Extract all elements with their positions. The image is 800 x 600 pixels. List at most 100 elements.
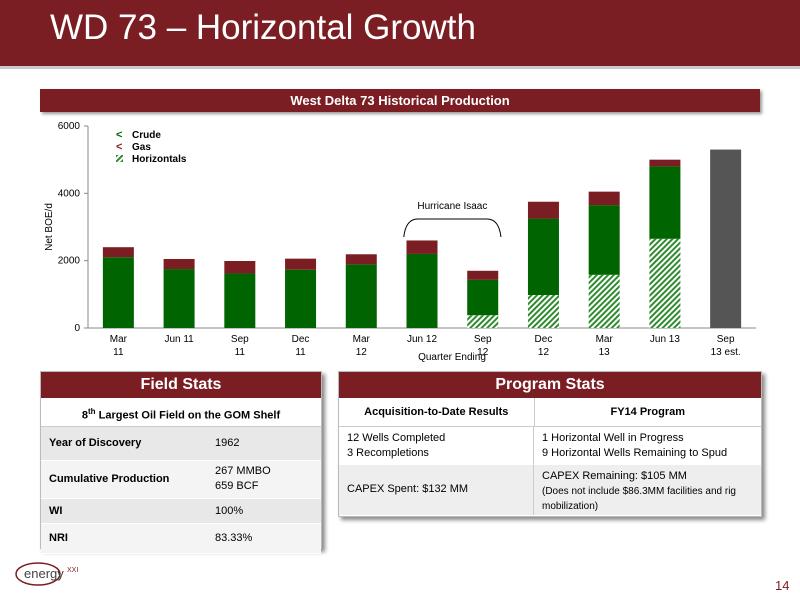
bar-gas — [224, 261, 256, 274]
table-cell: 1 Horizontal Well in Progress 9 Horizont… — [534, 427, 761, 465]
bar-gas — [163, 258, 195, 270]
bar-crude — [527, 218, 559, 296]
cell-line: 12 Wells Completed — [347, 432, 446, 444]
x-tick-label: 12 — [477, 347, 489, 358]
table-row: WI 100% — [41, 498, 321, 524]
cell-line: 9 Horizontal Wells Remaining to Spud — [542, 447, 728, 459]
stat-value: 267 MMBO 659 BCF — [207, 460, 321, 499]
subtitle-suffix: th — [87, 407, 96, 416]
bar-crude — [345, 264, 377, 328]
table-cell: 12 Wells Completed 3 Recompletions — [339, 427, 534, 465]
x-tick-label: Mar — [596, 334, 614, 345]
title-bar: WD 73 – Horizontal Growth — [0, 0, 800, 69]
bar-gas — [649, 159, 681, 167]
bar-crude — [406, 253, 438, 328]
bar-crude — [285, 269, 317, 328]
stat-value: 83.33% — [207, 523, 321, 554]
y-tick-label: 4000 — [58, 188, 81, 199]
cell-line: CAPEX Remaining: $105 MM — [542, 470, 687, 482]
bar-gas — [588, 191, 620, 206]
x-tick-label: 11 — [235, 347, 246, 358]
x-tick-label: Dec — [292, 334, 310, 345]
page-title: WD 73 – Horizontal Growth — [50, 8, 476, 47]
bar-crude — [163, 269, 195, 328]
cell-line: 3 Recompletions — [347, 447, 429, 459]
program-stats-card: Program Stats Acquisition-to-Date Result… — [338, 371, 762, 517]
stat-label: WI — [41, 498, 207, 524]
bar-gas — [527, 201, 559, 219]
stat-label: NRI — [41, 523, 207, 554]
program-stats-columns: Acquisition-to-Date Results FY14 Program — [339, 398, 761, 427]
x-tick-label: Jun 12 — [407, 334, 437, 345]
bar-crude — [224, 273, 256, 328]
production-chart: 0 2000 4000 6000 Net BOE/d Mar 11 Jun 11 Sep 11 D… — [44, 121, 756, 362]
cell-line: 1 Horizontal Well in Progress — [542, 432, 684, 444]
bar-horizontals — [649, 238, 681, 328]
legend-swatch: < — [116, 141, 122, 153]
field-stats-table: Year of Discovery 1962 Cumulative Produc… — [41, 427, 321, 554]
x-tick-label: Sep — [231, 334, 249, 345]
energy-xxi-logo: energy XXI — [15, 562, 78, 586]
table-row: NRI 83.33% — [41, 523, 321, 554]
stat-value-line1: 267 MMBO — [215, 465, 271, 477]
bar-horizontals — [588, 274, 620, 328]
column-header: FY14 Program — [610, 406, 686, 418]
annotation-label: Hurricane Isaac — [417, 201, 487, 212]
stat-value: 100% — [207, 498, 321, 524]
x-tick-label: Jun 11 — [164, 334, 194, 345]
legend-label: Gas — [132, 142, 151, 153]
x-tick-label: Sep — [474, 334, 492, 345]
subtitle-number: 8 — [81, 409, 88, 422]
page-number: 14 — [775, 578, 790, 593]
x-tick-label: 13 — [599, 347, 611, 358]
table-cell: CAPEX Spent: $132 MM — [339, 465, 534, 515]
bar-crude — [467, 279, 499, 316]
chart-header: West Delta 73 Historical Production — [40, 89, 760, 112]
bar-crude — [588, 205, 620, 275]
svg-text:XXI: XXI — [67, 567, 78, 574]
bar-gas — [467, 270, 499, 280]
x-axis-title: Quarter Ending — [418, 352, 486, 362]
x-tick-label: Jun 13 — [650, 334, 680, 345]
legend-swatch — [116, 155, 123, 162]
bar-crude — [649, 166, 681, 239]
x-tick-label: 11 — [295, 347, 306, 358]
table-row: Year of Discovery 1962 — [41, 427, 321, 461]
x-tick-label: 11 — [113, 347, 124, 358]
bar-horizontals — [527, 295, 559, 328]
x-tick-label: Dec — [535, 334, 553, 345]
bar-gas — [406, 240, 438, 254]
field-stats-subtitle: 8th Largest Oil Field on the GOM Shelf — [41, 398, 321, 427]
bar-gas — [345, 254, 377, 265]
cell-note: (Does not include $86.3MM facilities and… — [542, 486, 736, 512]
bar-crude — [102, 257, 134, 328]
svg-text:energy: energy — [24, 566, 64, 581]
y-tick-label: 6000 — [58, 121, 81, 132]
annotation-bracket — [403, 218, 502, 238]
subtitle-text: Largest Oil Field on the GOM Shelf — [95, 409, 281, 422]
x-tick-label: Mar — [353, 334, 371, 345]
x-tick-label: 12 — [356, 347, 368, 358]
y-tick-label: 2000 — [58, 256, 81, 267]
table-row: CAPEX Spent: $132 MM CAPEX Remaining: $1… — [339, 465, 761, 515]
program-stats-title: Program Stats — [339, 372, 761, 398]
legend-swatch: < — [116, 129, 122, 141]
bar-gas — [285, 258, 317, 270]
column-header: Acquisition-to-Date Results — [339, 398, 535, 426]
x-tick-label: Sep — [717, 334, 735, 345]
stat-value-line2: 659 BCF — [215, 480, 259, 492]
table-row: Cumulative Production 267 MMBO 659 BCF — [41, 460, 321, 499]
y-tick-label: 0 — [74, 323, 80, 334]
x-tick-label: Mar — [110, 334, 128, 345]
x-tick-label: 12 — [538, 347, 550, 358]
table-row: 12 Wells Completed 3 Recompletions 1 Hor… — [339, 427, 761, 465]
field-stats-title: Field Stats — [41, 372, 321, 398]
legend-label: Horizontals — [132, 154, 187, 165]
bar-gas — [102, 247, 134, 258]
table-cell: CAPEX Remaining: $105 MM (Does not inclu… — [534, 465, 761, 515]
stat-value: 1962 — [207, 427, 321, 461]
x-tick-label: 13 est. — [711, 347, 741, 358]
stat-label: Year of Discovery — [41, 427, 207, 461]
field-stats-card: Field Stats 8th Largest Oil Field on the… — [40, 371, 322, 554]
stat-label: Cumulative Production — [41, 460, 207, 499]
